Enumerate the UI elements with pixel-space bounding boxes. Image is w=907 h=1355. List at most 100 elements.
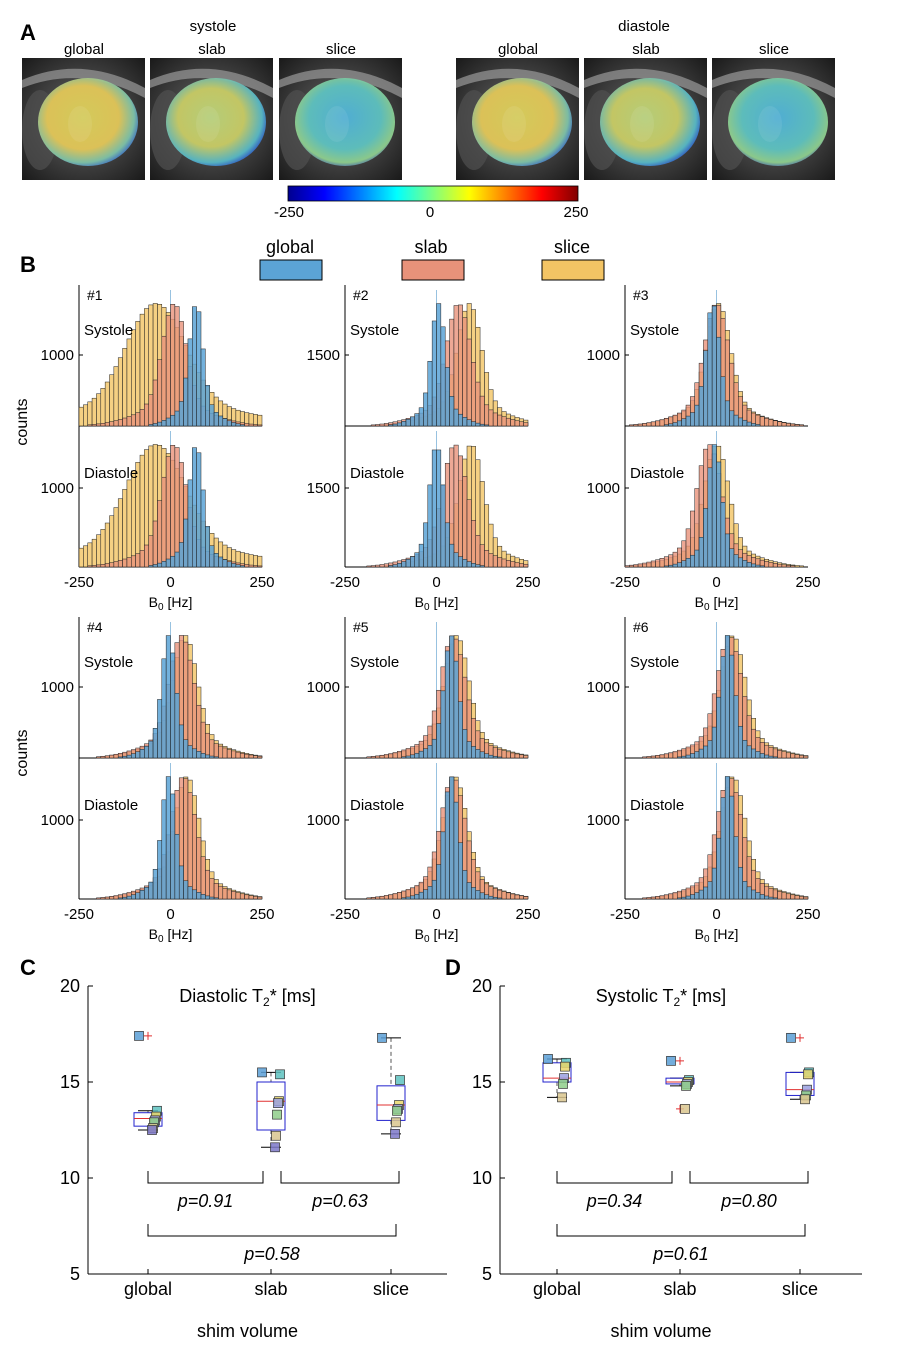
histogram-bar-slab [100, 755, 106, 759]
histogram-bar-global [205, 895, 210, 900]
histogram-bar-slab [633, 564, 639, 568]
histogram-bar-slab [375, 755, 381, 759]
box-slab [665, 1056, 695, 1114]
histogram-bar-slab [196, 837, 202, 900]
category-label: slice [373, 1279, 409, 1299]
data-point [275, 1069, 285, 1080]
histogram-bar-global [663, 424, 669, 427]
volume-label-5: slice [759, 41, 789, 58]
histogram-bar-slab [492, 412, 498, 427]
histogram-bar-slab [248, 895, 254, 900]
histogram-bar-global [148, 424, 154, 427]
xtick-label: -250 [64, 574, 94, 591]
histogram-bar-global [152, 423, 158, 427]
xtick-label: 0 [432, 906, 440, 923]
heart-b0-overlay [472, 78, 572, 166]
pvalue-label: p=0.34 [586, 1191, 643, 1211]
pvalue-label: p=0.91 [177, 1191, 234, 1211]
legend-swatch-slab [401, 259, 465, 281]
histogram-bar-global [449, 396, 455, 427]
histogram-bar-slab [205, 732, 210, 759]
pvalue-label: p=0.61 [652, 1244, 709, 1264]
histogram-bar-slab [383, 895, 389, 900]
histogram-bar-global [388, 424, 394, 427]
colorbar-tick-max: 250 [563, 204, 588, 221]
histogram-bar-slab [239, 893, 245, 900]
histogram-bar-slab [148, 394, 154, 427]
histogram-bar-global [738, 417, 743, 427]
xtick-label: -250 [64, 906, 94, 923]
heart-septum [325, 106, 349, 142]
histogram-bar-slab [113, 895, 119, 900]
systole-title: systole [190, 18, 237, 35]
histogram-bar-slab [523, 755, 529, 759]
box-slice [785, 1032, 815, 1105]
data-point [560, 1061, 570, 1072]
xlabel-b0: B0 [Hz] [149, 926, 193, 945]
xlabel-b0: B0 [Hz] [695, 594, 739, 613]
histogram-bar-slab [663, 753, 669, 759]
xtick-label: 0 [432, 574, 440, 591]
histogram-bar-slab [453, 444, 459, 568]
histogram-bar-global [213, 412, 219, 427]
histogram-bar-slab [659, 754, 665, 759]
histogram-bar-slab [497, 748, 503, 759]
histogram-bar-global [200, 348, 206, 427]
histogram-bar-global [729, 410, 735, 427]
ytick-label: 1000 [587, 347, 620, 364]
histogram-bar-slab [218, 885, 224, 900]
histogram-bar-global [755, 751, 761, 759]
phase-label: Systole [84, 654, 133, 671]
ylabel-counts-bottom: counts [14, 729, 31, 776]
histogram-bar-global [178, 401, 184, 427]
histogram-bar-global [401, 756, 407, 759]
category-label: slice [782, 1279, 818, 1299]
histogram-bar-slab [222, 887, 228, 900]
histogram-bar-global [165, 417, 171, 427]
histogram-bar-global [755, 892, 761, 900]
data-point [680, 1104, 690, 1114]
histogram-bar-slab [777, 891, 783, 900]
histogram-bar-global [139, 748, 145, 759]
histogram-bar-slab [165, 315, 171, 427]
histogram-bar-global [388, 565, 394, 568]
heart-b0-overlay [166, 78, 266, 166]
histogram-bar-global [724, 533, 730, 568]
histogram-bar-global [440, 484, 446, 568]
histogram-bar-slab [514, 562, 520, 568]
histogram-bar-global [449, 776, 455, 900]
xlabel-b0: B0 [Hz] [695, 926, 739, 945]
histogram-bar-global [685, 557, 691, 568]
histogram-diastole: Diastole 1000 [41, 426, 263, 568]
histogram-bar-slab [200, 856, 206, 900]
histogram-bar-global [209, 404, 215, 427]
histogram-bar-global [231, 422, 237, 427]
histogram-bar-slab [790, 423, 796, 427]
histogram-bar-global [720, 797, 726, 900]
legend-swatch-global [259, 259, 323, 281]
histogram-bar-global [729, 654, 735, 759]
histogram-bar-global [488, 754, 494, 759]
histogram-bar-global [681, 896, 687, 900]
histogram-bar-global [677, 897, 682, 900]
histogram-bar-slab [96, 564, 102, 568]
histogram-bar-global [126, 895, 132, 900]
boxplot-panel-c: 5 10 15 20 Diastolic T2* [ms] global slab slice… [60, 976, 447, 1341]
ytick-label: 1500 [307, 480, 340, 497]
histogram-bar-global [213, 553, 219, 568]
histogram-bar-slab [523, 563, 529, 568]
histogram-bar-global [703, 886, 709, 900]
histogram-bar-global [192, 447, 197, 568]
histogram-bar-global [475, 749, 481, 759]
xtick-label: 250 [249, 906, 274, 923]
histogram-bar-slab [170, 304, 176, 427]
histogram-bar-slab [248, 423, 254, 427]
histogram-bar-slice [96, 393, 102, 427]
histogram-bar-slab [764, 561, 770, 568]
histogram-bar-global [187, 338, 193, 427]
histogram-bar-global [479, 565, 485, 568]
histogram-systole: Systole 1000 #6 [587, 617, 809, 759]
volume-label-2: slice [326, 41, 356, 58]
histogram-bar-global [738, 557, 743, 568]
histogram-bar-global [694, 404, 700, 427]
